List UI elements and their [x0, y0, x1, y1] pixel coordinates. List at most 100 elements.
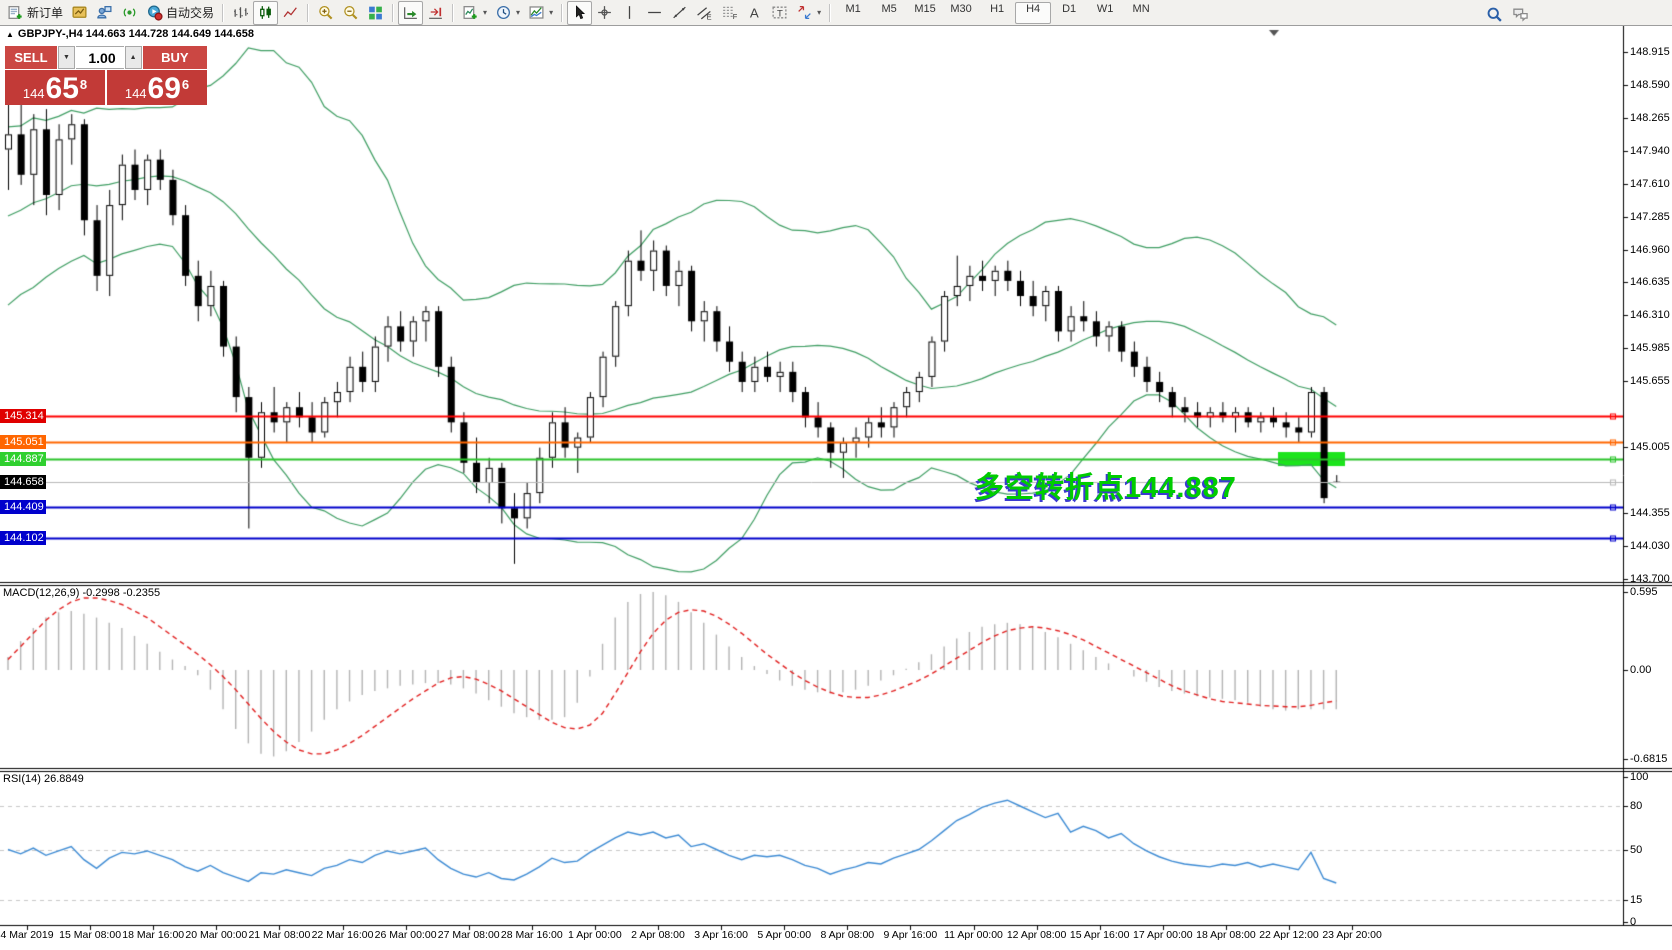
price-line-badge-145.314[interactable]: 145.314: [0, 408, 46, 423]
text-label-icon: T: [771, 4, 788, 21]
buy-price-tile[interactable]: 144 69 6: [107, 70, 207, 105]
svg-text:T: T: [777, 8, 783, 19]
timeframe-w1[interactable]: W1: [1096, 2, 1114, 15]
price-line-badge-144.409[interactable]: 144.409: [0, 500, 46, 515]
fibonacci-icon: F: [721, 4, 738, 21]
buy-price-pip: 6: [181, 77, 190, 92]
equidistant-channel-icon: E: [696, 4, 713, 21]
bar-chart-icon: [232, 4, 249, 21]
buy-button[interactable]: BUY: [142, 46, 207, 69]
tile-windows-button[interactable]: [363, 1, 388, 25]
volume-decrease-button[interactable]: ▼: [58, 46, 75, 69]
timeframe-h1[interactable]: H1: [990, 2, 1005, 15]
templates-button[interactable]: ▾: [524, 1, 557, 25]
buy-price-prefix: 144: [124, 86, 147, 101]
timeframe-m5[interactable]: M5: [881, 2, 897, 15]
sell-price-tile[interactable]: 144 65 8: [5, 70, 105, 105]
search-button[interactable]: [1482, 2, 1507, 26]
chat-button[interactable]: [1508, 2, 1533, 26]
equidistant-channel-button[interactable]: E: [692, 1, 717, 25]
timeframe-h4[interactable]: H4: [1015, 1, 1052, 24]
arrows-icon: [796, 4, 813, 21]
one-click-trade-panel: SELL ▼ 1.00 ▲ BUY 144 65 8 144 69 6: [5, 46, 207, 105]
line-chart-icon: [282, 4, 299, 21]
horizontal-line-button[interactable]: [642, 1, 667, 25]
indicators-icon: [462, 4, 479, 21]
data-window-button[interactable]: [92, 1, 117, 25]
toolbar-separator: [307, 3, 310, 22]
text-button[interactable]: A: [742, 1, 767, 25]
indicators-dropdown-icon[interactable]: ▾: [483, 8, 488, 17]
toolbar-separator: [561, 3, 564, 22]
timeframe-m30[interactable]: M30: [950, 2, 972, 15]
trendline-icon: [671, 4, 688, 21]
data-window-icon: [96, 4, 113, 21]
zoom-in-button[interactable]: [313, 1, 338, 25]
sell-price-pip: 8: [79, 77, 88, 92]
cursor-button[interactable]: [567, 0, 593, 25]
auto-trading-label: 自动交易: [166, 6, 215, 20]
arrows-button[interactable]: ▾: [792, 1, 825, 25]
sell-price-big: 65: [45, 72, 79, 105]
signals-button[interactable]: [117, 1, 142, 25]
crosshair-icon: [596, 4, 613, 21]
candlestick-chart-icon: [257, 4, 274, 21]
crosshair-button[interactable]: [592, 1, 617, 25]
new-order-label: 新订单: [27, 6, 64, 20]
chart-shift-button[interactable]: [423, 1, 448, 25]
cursor-icon: [571, 4, 588, 21]
new-order-icon: [7, 4, 24, 21]
zoom-out-icon: [342, 4, 359, 21]
buy-price-big: 69: [147, 72, 181, 105]
timeframe-d1[interactable]: D1: [1062, 2, 1077, 15]
auto-trading-button[interactable]: 自动交易: [142, 1, 218, 25]
market-watch-icon: [71, 4, 88, 21]
candlestick-chart-button[interactable]: [253, 0, 279, 25]
templates-dropdown-icon[interactable]: ▾: [549, 8, 554, 17]
price-line-badge-144.658[interactable]: 144.658: [0, 475, 46, 490]
auto-trading-icon: [146, 4, 163, 21]
auto-scroll-button[interactable]: [398, 0, 424, 25]
templates-icon: [528, 4, 545, 21]
price-line-badge-144.102[interactable]: 144.102: [0, 531, 46, 546]
svg-text:E: E: [707, 12, 712, 21]
toolbar-separator: [222, 3, 225, 22]
chart-window: ▲ GBPJPY-,H4 144.663 144.728 144.649 144.…: [0, 26, 1672, 950]
text-icon: A: [746, 4, 763, 21]
volume-input[interactable]: 1.00: [76, 46, 124, 69]
price-line-badge-144.887[interactable]: 144.887: [0, 452, 46, 467]
sell-button[interactable]: SELL: [5, 46, 57, 69]
price-chart-canvas[interactable]: [0, 26, 1672, 950]
volume-increase-button[interactable]: ▲: [124, 46, 142, 69]
periods-dropdown-icon[interactable]: ▾: [516, 8, 521, 17]
signals-icon: [121, 4, 138, 21]
price-line-badge-145.051[interactable]: 145.051: [0, 435, 46, 450]
line-chart-button[interactable]: [278, 1, 303, 25]
horizontal-line-icon: [646, 4, 663, 21]
timeframe-m1[interactable]: M1: [845, 2, 861, 15]
auto-scroll-icon: [402, 4, 419, 21]
svg-text:F: F: [733, 12, 738, 21]
market-watch-button[interactable]: [67, 1, 92, 25]
sell-price-prefix: 144: [22, 86, 45, 101]
toolbar-separator: [392, 3, 395, 22]
indicators-button[interactable]: ▾: [458, 1, 491, 25]
vertical-line-button[interactable]: [617, 1, 642, 25]
zoom-out-button[interactable]: [338, 1, 363, 25]
fibonacci-button[interactable]: F: [717, 1, 742, 25]
arrows-dropdown-icon[interactable]: ▾: [817, 8, 822, 17]
toolbar-separator: [829, 3, 832, 22]
pivot-annotation-text[interactable]: 多空转折点144.887: [975, 472, 1237, 504]
new-order-button[interactable]: 新订单: [3, 1, 67, 25]
main-toolbar: 新订单 自动交易 ▾ ▾ ▾ E F A T ▾ M1 M5 M15 M30 H1 H4 D1 W1 MN: [0, 0, 1672, 26]
zoom-in-icon: [317, 4, 334, 21]
bar-chart-button[interactable]: [228, 1, 253, 25]
timeframe-mn[interactable]: MN: [1132, 2, 1150, 15]
trendline-button[interactable]: [667, 1, 692, 25]
periods-icon: [495, 4, 512, 21]
periods-button[interactable]: ▾: [491, 1, 524, 25]
text-label-button[interactable]: T: [767, 1, 792, 25]
timeframe-m15[interactable]: M15: [914, 2, 936, 15]
toolbar-separator: [452, 3, 455, 22]
vertical-line-icon: [621, 4, 638, 21]
